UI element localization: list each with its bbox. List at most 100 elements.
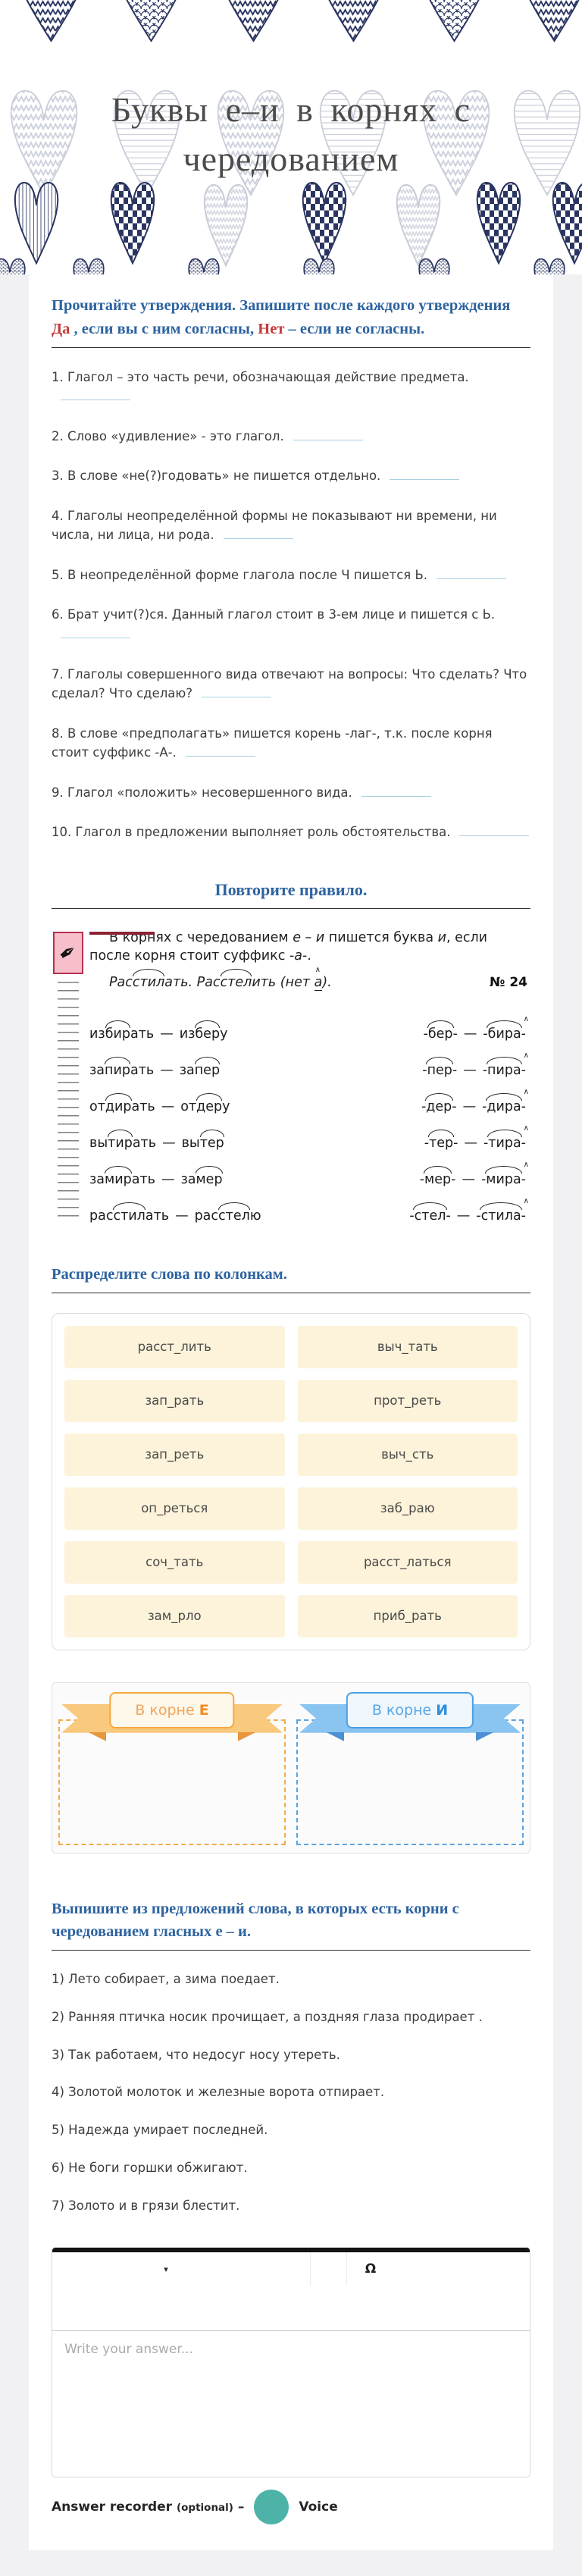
worksheet-title: Буквы е–и в корнях с чередованием	[0, 85, 582, 184]
omega-icon: Ω	[365, 2261, 377, 2277]
word-chip[interactable]: расст_латься	[297, 1540, 518, 1584]
recorder-label: Answer recorder (optional) –	[52, 2499, 245, 2515]
answer-blank[interactable]	[361, 786, 431, 797]
statement-text: 9. Глагол «положить» несовершенного вида…	[52, 785, 352, 800]
word-pair: запирать — запер	[89, 1056, 221, 1078]
word-chips-bank: расст_лить выч_тать зап_рать прот_реть з…	[52, 1312, 530, 1650]
root-pair: -бер- — -бира-	[424, 1015, 529, 1042]
heading-divider	[52, 346, 530, 348]
sentence: 2) Ранняя птичка носик прочищает, а позд…	[52, 2009, 483, 2024]
statement: 9. Глагол «положить» несовершенного вида…	[52, 783, 530, 803]
heading-divider	[52, 1950, 530, 1951]
root-pair: -стел- — -стила-	[409, 1197, 528, 1224]
answer-textarea[interactable]: Write your answer...	[64, 2342, 193, 2358]
worksheet-title-line1: Буквы е–и в корнях с	[111, 90, 471, 129]
special-character-button[interactable]: Ω	[354, 2252, 387, 2286]
word-chip[interactable]: выч_тать	[297, 1325, 518, 1368]
word-chip[interactable]: прот_реть	[297, 1379, 518, 1422]
word-pair-row: вытирать — вытер -тер- — -тира-	[89, 1124, 530, 1151]
worksheet-card: Прочитайте утверждения. Запишите после к…	[29, 274, 553, 2551]
statement: 8. В слове «предполагать» пишется корень…	[52, 724, 530, 763]
word-chip[interactable]: зам_рло	[64, 1594, 285, 1637]
column-root-e: В корне Е	[58, 1691, 286, 1845]
statement-text: 7. Глаголы совершенного вида отвечают на…	[52, 666, 527, 701]
statement-text: 1. Глагол – это часть речи, обозначающая…	[52, 369, 469, 384]
word-pair: вытирать — вытер	[89, 1129, 224, 1151]
heading-divider	[52, 907, 530, 909]
answer-blank[interactable]	[390, 469, 460, 481]
word-chip[interactable]: расст_лить	[64, 1325, 285, 1368]
word-pair-row: замирать — замер -мер- — -мира-	[89, 1161, 530, 1187]
sentence: 7) Золото и в грязи блестит.	[52, 2198, 240, 2213]
statement: 6. Брат учит(?)ся. Данный глагол стоит в…	[52, 605, 530, 644]
sentence: 3) Так работаем, что недосуг носу утерет…	[52, 2047, 340, 2062]
rule-corner-line	[89, 931, 155, 935]
toolbar-separator	[310, 2252, 311, 2286]
sentence: 5) Надежда умирает последней.	[52, 2123, 268, 2138]
answer-blank[interactable]	[459, 826, 530, 837]
ribbon-i: В корне И	[296, 1691, 524, 1747]
word-chip[interactable]: заб_раю	[297, 1487, 518, 1530]
rule-example-words: Расстилать. Расстелить (нет а).	[109, 968, 332, 991]
ribbon-e: В корне Е	[58, 1691, 286, 1747]
editor-toolbar: ▾ Ω	[52, 2252, 530, 2332]
statement-text: 8. В слове «предполагать» пишется корень…	[52, 725, 493, 760]
editor-top-bar	[52, 2248, 530, 2253]
rule-number-badge: № 24	[489, 974, 527, 990]
word-pair-row: избирать — изберу -бер- — -бира-	[89, 1015, 530, 1042]
column-root-i: В корне И	[296, 1691, 524, 1845]
word-chip[interactable]: зап_реть	[64, 1433, 285, 1476]
word-chip[interactable]: выч_сть	[297, 1433, 518, 1476]
word-pair: замирать — замер	[89, 1165, 223, 1187]
word-chip[interactable]: соч_тать	[64, 1540, 285, 1584]
statement-text: 10. Глагол в предложении выполняет роль …	[52, 825, 451, 840]
ribbon-e-label: В корне Е	[109, 1691, 235, 1728]
ribbon-i-label: В корне И	[346, 1691, 474, 1728]
paragraph-style-dropdown[interactable]: ▾	[52, 2252, 280, 2286]
a-with-hat: а	[314, 974, 323, 991]
word-pair-row: запирать — запер -пер- — -пира-	[89, 1051, 530, 1078]
task2-heading: Распределите слова по колонкам.	[52, 1265, 287, 1283]
statement: 3. В слове «не(?)годовать» не пишется от…	[52, 466, 530, 486]
answer-blank[interactable]	[202, 687, 272, 698]
word-chip[interactable]: оп_реться	[64, 1487, 285, 1530]
sentence: 1) Лето собирает, а зима поедает.	[52, 1972, 280, 1987]
notebook-margin-lines	[58, 981, 79, 1221]
word-chip[interactable]: приб_рать	[297, 1594, 518, 1637]
toolbar-separator	[346, 2252, 347, 2286]
rule-example: Расстилать. Расстелить (нет а). № 24	[109, 968, 527, 991]
answer-blank[interactable]	[61, 390, 130, 401]
hearts-banner: Буквы е–и в корнях с чередованием	[0, 0, 582, 274]
word-pairs-list: избирать—изберу -бер-—-бира- запирать—за…	[89, 1015, 530, 1224]
answer-blank[interactable]	[436, 569, 507, 579]
statement: 1. Глагол – это часть речи, обозначающая…	[52, 368, 530, 406]
answer-blank[interactable]	[185, 746, 255, 757]
no-word: Нет	[258, 320, 285, 337]
word-chip[interactable]: зап_рать	[64, 1379, 285, 1422]
sentence: 4) Золотой молоток и железные ворота отп…	[52, 2085, 385, 2100]
answer-editor: ▾ Ω Write your answer...	[52, 2247, 530, 2478]
statements-list: 1. Глагол – это часть речи, обозначающая…	[52, 368, 530, 842]
answer-recorder-row: Answer recorder (optional) – Voice	[52, 2490, 530, 2525]
worksheet-title-line2: чередованием	[183, 139, 399, 179]
answer-blank[interactable]	[293, 430, 363, 440]
yes-word: Да	[52, 320, 70, 337]
root-pair: -пер- — -пира-	[422, 1051, 529, 1078]
answer-blank[interactable]	[61, 628, 130, 638]
sentences-list: 1) Лето собирает, а зима поедает. 2) Ран…	[52, 1970, 530, 2215]
sorting-columns: В корне Е В корне И	[52, 1681, 530, 1854]
statement: 4. Глаголы неопределённой формы не показ…	[52, 506, 530, 545]
voice-label: Voice	[299, 2499, 338, 2515]
word-pair-row: отдирать — отдеру -дер- — -дира-	[89, 1088, 530, 1114]
word-pair-row: расстилать — расстелю -стел- — -стила-	[89, 1197, 530, 1224]
rule-heading: Повторите правило.	[214, 879, 368, 899]
sentence: 6) Не боги горшки обжигают.	[52, 2160, 248, 2175]
root-pair: -мер- — -мира-	[420, 1161, 529, 1187]
statement: 7. Глаголы совершенного вида отвечают на…	[52, 665, 530, 704]
answer-blank[interactable]	[223, 528, 293, 540]
statement-text: 5. В неопределённой форме глагола после …	[52, 567, 428, 582]
voice-record-button[interactable]	[254, 2490, 289, 2525]
statement-text: 2. Слово «удивление» - это глагол.	[52, 428, 284, 443]
task3-heading: Выпишите из предложений слова, в которых…	[52, 1900, 459, 1941]
